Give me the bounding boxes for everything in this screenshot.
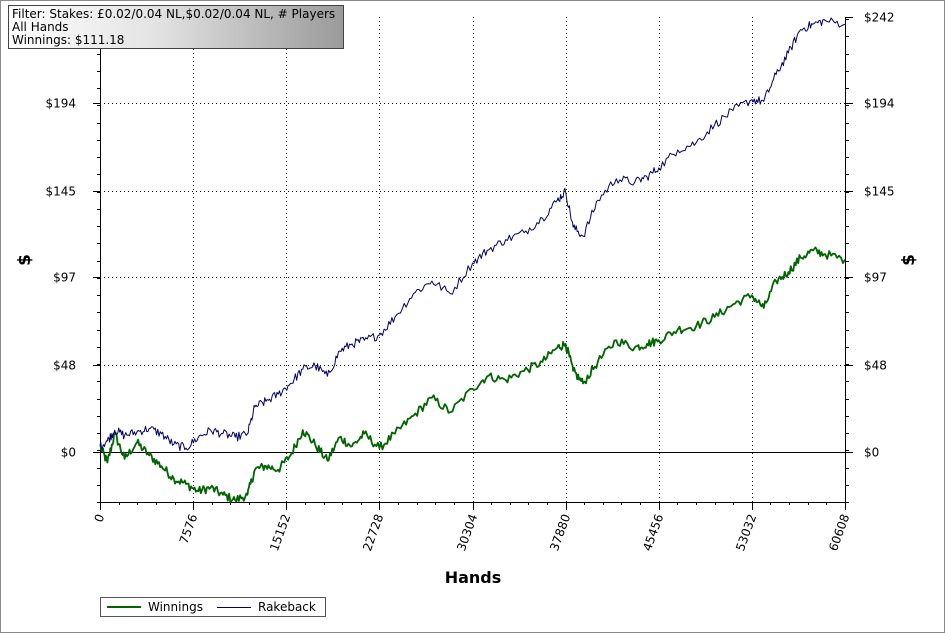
legend-label-rakeback: Rakeback [258,600,316,614]
y-axis-title-right: $ [899,254,919,266]
x-tick-label: 0 [92,512,108,524]
y-tick-label-left: $0 [61,446,76,460]
legend-swatch-rakeback [217,606,251,608]
x-tick-label: 30304 [454,512,480,553]
grid-layer [100,17,845,502]
filter-stakes-text: Filter: Stakes: £0.02/0.04 NL,$0.02/0.04… [12,8,336,21]
y-tick-label-right: $0 [864,446,879,460]
filter-info-box: Filter: Stakes: £0.02/0.04 NL,$0.02/0.04… [8,5,344,49]
x-tick-label: 15152 [267,512,293,553]
series-layer [99,17,846,503]
x-tick-label: 45456 [640,512,666,553]
chart-legend: Winnings Rakeback [100,597,326,617]
y-tick-label-right: $97 [864,271,887,285]
y-tick-label-right: $242 [864,11,895,25]
axis-layer [93,17,853,510]
y-tick-label-left: $48 [53,359,76,373]
y-axis-title-left: $ [15,254,35,266]
x-tick-label: 60608 [826,512,852,553]
legend-label-winnings: Winnings [148,600,203,614]
y-tick-label-right: $145 [864,185,895,199]
y-tick-label-left: $97 [53,271,76,285]
x-tick-label: 37880 [547,512,573,553]
series-line-rakeback [99,17,846,452]
y-tick-label-right: $48 [864,359,887,373]
series-line-winnings [99,246,846,503]
y-tick-label-left: $194 [45,97,76,111]
legend-item-winnings: Winnings [107,598,203,616]
legend-swatch-winnings [107,606,141,608]
legend-item-rakeback: Rakeback [217,598,316,616]
x-axis-title: Hands [445,568,502,587]
label-layer: $0$0$48$48$97$97$145$145$194$194$242$242… [45,11,894,553]
filter-hands-text: All Hands [12,21,69,34]
filter-winnings-text: Winnings: $111.18 [12,34,125,47]
x-tick-label: 22728 [360,512,386,553]
x-tick-label: 7576 [177,512,201,545]
y-tick-label-right: $194 [864,97,895,111]
x-tick-label: 53032 [733,512,759,553]
y-tick-label-left: $145 [45,185,76,199]
